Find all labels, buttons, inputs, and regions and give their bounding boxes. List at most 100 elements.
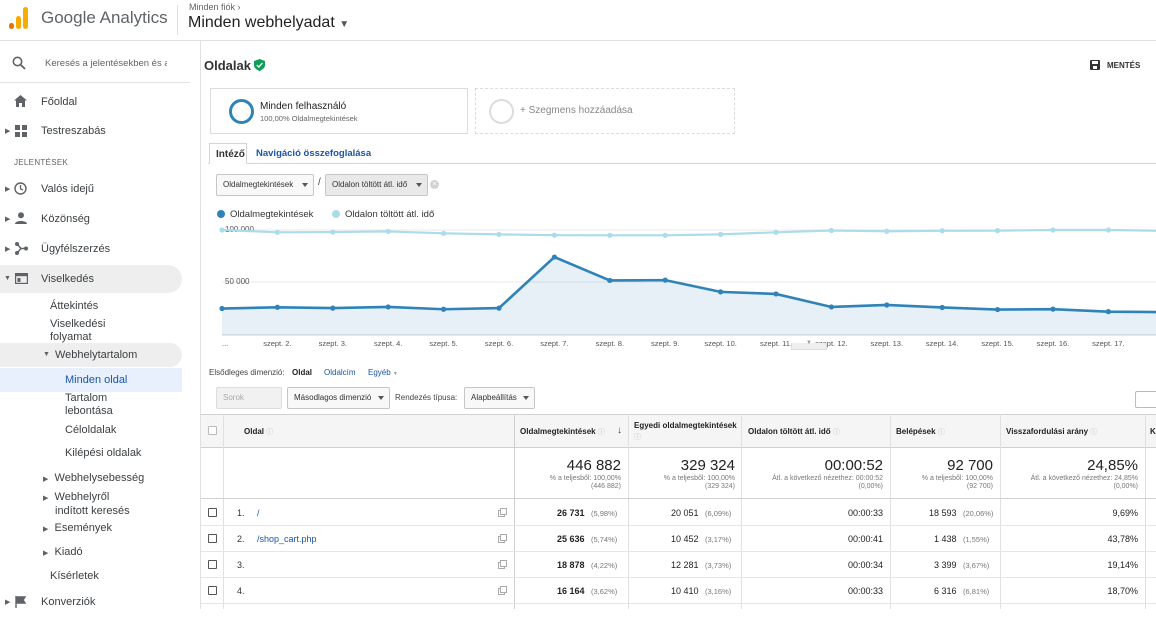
help-icon: ⓘ bbox=[634, 434, 641, 441]
primary-metric-select[interactable]: Oldalmegtekintések bbox=[216, 174, 314, 196]
row-pageviews: 26 731 (5,98%) bbox=[514, 508, 621, 518]
sidebar-item-experiments[interactable]: Kísérletek bbox=[50, 570, 99, 582]
data-point bbox=[995, 307, 1000, 312]
tab-navigation-summary[interactable]: Navigáció összefoglalása bbox=[256, 148, 371, 159]
help-icon: ⓘ bbox=[266, 429, 273, 436]
table-search-input[interactable] bbox=[1135, 391, 1156, 408]
search-input[interactable]: Keresés a jelentésekben és a bbox=[45, 58, 167, 69]
segment-name: Minden felhasználó bbox=[260, 101, 346, 112]
tab-explorer[interactable]: Intéző bbox=[209, 143, 247, 164]
x-tick-label: szept. 14. bbox=[926, 339, 959, 348]
data-point bbox=[773, 230, 778, 235]
secondary-metric-select[interactable]: Oldalon töltött átl. idő bbox=[325, 174, 428, 196]
segment-all-users[interactable]: Minden felhasználó 100,00% Oldalmegtekin… bbox=[210, 88, 468, 134]
data-point bbox=[441, 231, 446, 236]
data-point bbox=[607, 233, 612, 238]
account-breadcrumb[interactable]: Minden fiók › bbox=[189, 2, 241, 12]
row-checkbox[interactable] bbox=[208, 586, 217, 595]
row-checkbox[interactable] bbox=[208, 560, 217, 569]
sidebar-item-customization[interactable]: ▶ Testreszabás bbox=[0, 117, 182, 145]
col-header-bounce-rate[interactable]: Visszafordulási arány ⓘ bbox=[1006, 427, 1097, 437]
row-page-link[interactable]: / bbox=[257, 508, 260, 518]
tabs-underline bbox=[208, 163, 1156, 164]
open-page-icon[interactable] bbox=[498, 586, 507, 595]
data-point bbox=[773, 291, 778, 296]
sidebar-divider bbox=[0, 82, 190, 83]
select-all-checkbox[interactable] bbox=[208, 426, 217, 435]
sidebar-item-acquisition[interactable]: ▶ Ügyfélszerzés bbox=[0, 235, 182, 263]
sidebar-item-site-content[interactable]: ▼ Webhelytartalom bbox=[0, 343, 182, 367]
col-header-avg-time[interactable]: Oldalon töltött átl. idő ⓘ bbox=[748, 427, 840, 437]
add-segment-button[interactable]: + Szegmens hozzáadása bbox=[475, 88, 735, 134]
sidebar-item-all-pages[interactable]: Minden oldal bbox=[0, 368, 182, 392]
open-page-icon[interactable] bbox=[498, 560, 507, 569]
app-name[interactable]: Google Analytics bbox=[41, 8, 168, 28]
data-point bbox=[330, 306, 335, 311]
caret-right-icon: ▶ bbox=[43, 526, 48, 533]
sidebar-item-publisher[interactable]: ▶ Kiadó bbox=[43, 546, 83, 558]
dimension-page-title[interactable]: Oldalcím bbox=[324, 368, 356, 377]
sidebar-item-landing-pages[interactable]: Céloldalak bbox=[65, 424, 116, 436]
sidebar-item-label: Konverziók bbox=[41, 596, 95, 608]
data-point bbox=[219, 306, 224, 311]
sidebar-item-realtime[interactable]: ▶ Valós idejű bbox=[0, 175, 182, 203]
sidebar: Keresés a jelentésekben és a Főoldal ▶ T… bbox=[0, 41, 190, 609]
row-bounce: 18,70% bbox=[1000, 586, 1138, 596]
total-avg-time-sub: Átl. a következő nézethez: 00:00:52(0,00… bbox=[741, 475, 883, 491]
sidebar-item-audience[interactable]: ▶ Közönség bbox=[0, 205, 182, 233]
sidebar-item-exit-pages[interactable]: Kilépési oldalak bbox=[65, 447, 141, 459]
header-divider bbox=[177, 5, 178, 35]
sidebar-item-home[interactable]: Főoldal bbox=[0, 88, 182, 116]
row-avg-time: 00:00:41 bbox=[741, 534, 883, 544]
open-page-icon[interactable] bbox=[498, 534, 507, 543]
reports-heading: JELENTÉSEK bbox=[14, 158, 68, 167]
top-bar: Google Analytics Minden fiók › Minden we… bbox=[0, 0, 1156, 41]
row-checkbox[interactable] bbox=[208, 508, 217, 517]
data-point bbox=[663, 278, 668, 283]
secondary-dimension-select[interactable]: Másodlagos dimenzió bbox=[287, 387, 390, 409]
sidebar-search[interactable]: Keresés a jelentésekben és a bbox=[0, 51, 190, 77]
property-selector[interactable]: Minden webhelyadat ▼ bbox=[188, 14, 349, 32]
data-point bbox=[330, 229, 335, 234]
help-icon: ⓘ bbox=[938, 429, 945, 436]
row-checkbox[interactable] bbox=[208, 534, 217, 543]
caret-right-icon: ▶ bbox=[5, 127, 10, 135]
analytics-logo-icon[interactable] bbox=[9, 7, 29, 29]
row-bounce: 9,69% bbox=[1000, 508, 1138, 518]
x-tick-label: szept. 2. bbox=[263, 339, 291, 348]
plot-rows-button[interactable]: Sorok ábrázolása bbox=[216, 387, 282, 409]
row-unique: 10 410 (3,16%) bbox=[628, 586, 735, 596]
sidebar-item-conversions[interactable]: ▶ Konverziók bbox=[0, 592, 182, 620]
dimension-other[interactable]: Egyéb ▼ bbox=[368, 368, 398, 377]
sidebar-item-events[interactable]: ▶ Események bbox=[43, 522, 112, 534]
row-index: 1. bbox=[237, 508, 245, 518]
metric-separator: / bbox=[318, 177, 321, 188]
sidebar-item-site-speed[interactable]: ▶ Webhelysebesség bbox=[43, 472, 144, 484]
sort-desc-icon[interactable]: ↓ bbox=[617, 425, 622, 436]
row-page-link[interactable]: /shop_cart.php bbox=[257, 534, 317, 544]
open-page-icon[interactable] bbox=[498, 508, 507, 517]
main-content: Oldalak MENTÉS Minden felhasználó 100,00… bbox=[200, 41, 1156, 609]
sidebar-item-overview[interactable]: Áttekintés bbox=[50, 300, 98, 312]
caret-down-icon: ▼ bbox=[4, 275, 11, 282]
sidebar-item-behavior[interactable]: ▼ Viselkedés bbox=[0, 265, 182, 293]
primary-dimension-label: Elsődleges dimenzió: bbox=[209, 368, 285, 377]
chart-resize-handle[interactable]: ▼ bbox=[791, 343, 827, 350]
dimension-page[interactable]: Oldal bbox=[292, 368, 312, 377]
remove-metric-icon[interactable]: × bbox=[430, 180, 439, 189]
col-header-truncated[interactable]: Ki bbox=[1150, 427, 1156, 436]
col-header-page[interactable]: Oldal ⓘ bbox=[244, 427, 273, 437]
sort-type-select[interactable]: Alapbeállítás bbox=[464, 387, 535, 409]
x-tick-label: szept. 7. bbox=[540, 339, 568, 348]
col-header-entrances[interactable]: Belépések ⓘ bbox=[896, 427, 945, 437]
col-header-pageviews[interactable]: Oldalmegtekintések ⓘ bbox=[520, 427, 605, 437]
